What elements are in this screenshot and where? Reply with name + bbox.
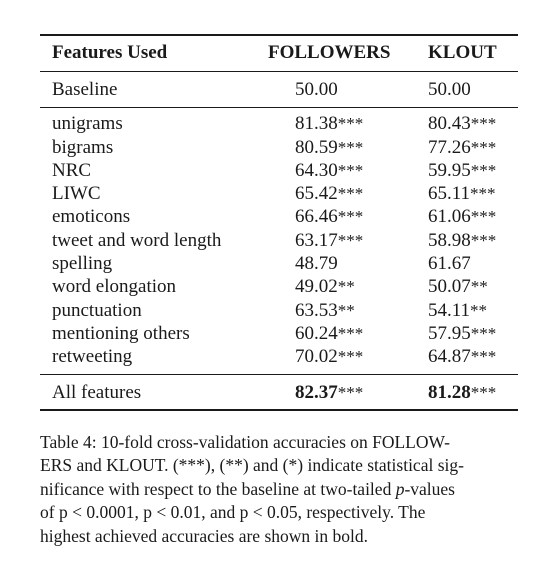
table-row: word elongation 49.02** 50.07** (40, 275, 518, 298)
followers-value: 63.53** (295, 299, 355, 321)
all-klout: 81.28*** (428, 381, 496, 404)
followers-value: 48.79 (295, 253, 338, 275)
caption-line-3: nificance with respect to the baseline a… (40, 478, 455, 499)
klout-value: 50.07** (428, 276, 488, 298)
all-klout-value: 81.28 (428, 381, 471, 403)
all-followers-sig: *** (337, 382, 364, 402)
table-row: mentioning others 60.24*** 57.95*** (40, 322, 518, 345)
header-rule (40, 71, 518, 72)
klout-value: 61.06*** (428, 206, 497, 228)
bottom-rule (40, 408, 518, 411)
all-klout-sig: *** (470, 382, 497, 402)
results-table: Features Used FOLLOWERS KLOUT Baseline 5… (40, 34, 518, 411)
baseline-followers: 50.00 (295, 79, 338, 100)
klout-value: 54.11** (428, 299, 488, 321)
table-row: retweeting 70.02*** 64.87*** (40, 345, 518, 368)
followers-value: 66.46*** (295, 206, 364, 228)
caption-line-2: ERS and KLOUT. (***), (**) and (*) indic… (40, 455, 464, 476)
baseline-row: Baseline 50.00 50.00 (40, 78, 518, 101)
klout-value: 65.11*** (428, 183, 496, 205)
feature-label: punctuation (52, 299, 142, 321)
table-row: spelling 48.79 61.67 (40, 252, 518, 275)
feature-rows: unigrams 81.38*** 80.43*** bigrams 80.59*** 7… (40, 112, 518, 368)
table-row: NRC 64.30*** 59.95*** (40, 159, 518, 182)
feature-label: emoticons (52, 206, 131, 228)
baseline-label: Baseline (52, 79, 118, 100)
followers-value: 80.59*** (295, 136, 364, 158)
table-caption: Table 4: 10-fold cross-validation accura… (40, 431, 520, 548)
header-features: Features Used (52, 42, 168, 63)
all-features-row: All features 82.37*** 81.28*** (40, 381, 518, 404)
klout-value: 80.43*** (428, 113, 497, 135)
table-row: bigrams 80.59*** 77.26*** (40, 136, 518, 159)
followers-value: 60.24*** (295, 322, 364, 344)
feature-label: retweeting (52, 346, 133, 368)
feature-label: mentioning others (52, 322, 190, 344)
all-followers-value: 82.37 (295, 381, 338, 403)
header-klout: KLOUT (428, 42, 497, 63)
followers-value: 64.30*** (295, 159, 364, 181)
caption-line-4: of p < 0.0001, p < 0.01, and p < 0.05, r… (40, 502, 426, 523)
followers-value: 49.02** (295, 276, 355, 298)
all-features-label: All features (52, 381, 142, 403)
klout-value: 77.26*** (428, 136, 497, 158)
all-rule (40, 373, 518, 375)
top-rule (40, 34, 518, 36)
klout-value: 64.87*** (428, 346, 497, 368)
followers-value: 81.38*** (295, 113, 364, 135)
table-row: LIWC 65.42*** 65.11*** (40, 182, 518, 205)
table-header: Features Used FOLLOWERS KLOUT (40, 41, 518, 67)
table-row: tweet and word length 63.17*** 58.98*** (40, 229, 518, 252)
feature-label: word elongation (52, 276, 177, 298)
klout-value: 61.67 (428, 253, 471, 275)
baseline-rule (40, 107, 518, 109)
table-row: emoticons 66.46*** 61.06*** (40, 205, 518, 228)
feature-label: NRC (52, 159, 92, 181)
table-row: punctuation 63.53** 54.11** (40, 299, 518, 322)
feature-label: LIWC (52, 183, 101, 205)
baseline-klout: 50.00 (428, 79, 471, 100)
klout-value: 57.95*** (428, 322, 497, 344)
caption-line-1: Table 4: 10-fold cross-validation accura… (40, 432, 450, 452)
followers-value: 70.02*** (295, 346, 364, 368)
caption-line-5: highest achieved accuracies are shown in… (40, 525, 368, 546)
table-row: unigrams 81.38*** 80.43*** (40, 112, 518, 135)
followers-value: 65.42*** (295, 183, 364, 205)
klout-value: 58.98*** (428, 229, 497, 251)
followers-value: 63.17*** (295, 229, 364, 251)
feature-label: spelling (52, 253, 113, 275)
feature-label: unigrams (52, 113, 123, 135)
feature-label: bigrams (52, 136, 114, 158)
klout-value: 59.95*** (428, 159, 497, 181)
feature-label: tweet and word length (52, 229, 222, 251)
header-followers: FOLLOWERS (268, 42, 391, 63)
all-followers: 82.37*** (295, 381, 363, 404)
